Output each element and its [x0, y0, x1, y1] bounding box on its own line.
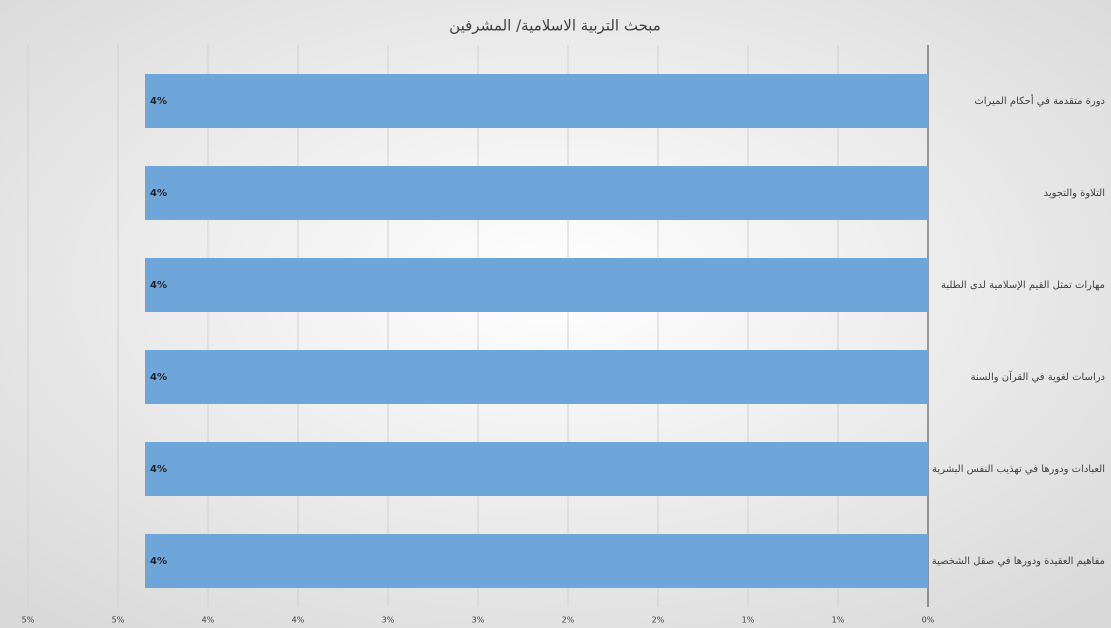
x-tick-label: 5%	[22, 616, 35, 625]
x-tick-label: 1%	[832, 616, 845, 625]
bar	[145, 258, 928, 312]
x-tick-label: 3%	[382, 616, 395, 625]
chart-title: مبحث التربية الاسلامية/ المشرفين	[449, 17, 661, 35]
data-label: 4%	[150, 188, 167, 199]
bar	[145, 166, 928, 220]
data-label: 4%	[150, 556, 167, 567]
x-tick-label: 4%	[292, 616, 305, 625]
y-tick-label: دورة متقدمة في أحكام الميراث	[974, 94, 1105, 107]
bar	[145, 350, 928, 404]
y-tick-label: دراسات لغوية في القرآن والسنة	[971, 370, 1105, 383]
x-tick-label: 2%	[652, 616, 665, 625]
data-label: 4%	[150, 464, 167, 475]
bar	[145, 74, 928, 128]
data-label: 4%	[150, 372, 167, 383]
data-label: 4%	[150, 96, 167, 107]
y-tick-label: التلاوة والتجويد	[1044, 188, 1105, 199]
x-tick-label: 2%	[562, 616, 575, 625]
bar	[145, 534, 928, 588]
bar	[145, 442, 928, 496]
x-tick-label: 1%	[742, 616, 755, 625]
x-tick-label: 4%	[202, 616, 215, 625]
y-tick-label: مفاهيم العقيدة ودورها في صقل الشخصية	[932, 556, 1105, 567]
x-tick-label: 0%	[922, 616, 935, 625]
data-label: 4%	[150, 280, 167, 291]
x-tick-label: 5%	[112, 616, 125, 625]
y-tick-label: العبادات ودورها في تهذيب النفس البشرية	[932, 464, 1105, 475]
x-tick-label: 3%	[472, 616, 485, 625]
y-tick-label: مهارات تمثل القيم الإسلامية لدى الطلبة	[941, 280, 1105, 291]
